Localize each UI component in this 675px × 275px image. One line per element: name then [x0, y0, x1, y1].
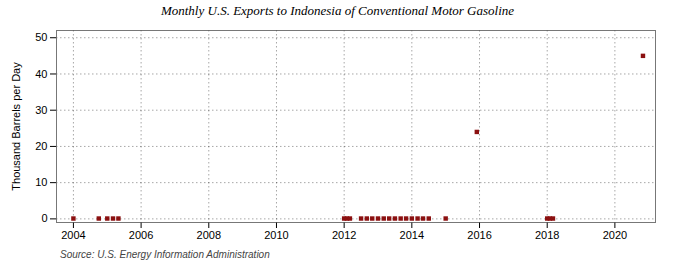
- svg-text:2020: 2020: [603, 229, 627, 241]
- svg-text:2008: 2008: [197, 229, 221, 241]
- svg-text:0: 0: [41, 212, 47, 224]
- svg-text:2004: 2004: [61, 229, 85, 241]
- svg-text:10: 10: [35, 176, 47, 188]
- svg-text:50: 50: [35, 31, 47, 43]
- html-text:Source: U.S. Energy Informatio: Source: U.S. Energy Information Administ…: [60, 249, 270, 260]
- svg-text:2016: 2016: [467, 229, 491, 241]
- svg-text:2012: 2012: [332, 229, 356, 241]
- svg-text:2018: 2018: [535, 229, 559, 241]
- svg-text:Thousand Barrels per Day: Thousand Barrels per Day: [10, 62, 22, 191]
- svg-text:20: 20: [35, 140, 47, 152]
- svg-text:2010: 2010: [264, 229, 288, 241]
- svg-text:40: 40: [35, 67, 47, 79]
- html-text:Monthly U.S. Exports to Indone: Monthly U.S. Exports to Indonesia of Con…: [160, 3, 515, 18]
- svg-text:2014: 2014: [400, 229, 424, 241]
- svg-text:30: 30: [35, 104, 47, 116]
- svg-text:2006: 2006: [129, 229, 153, 241]
